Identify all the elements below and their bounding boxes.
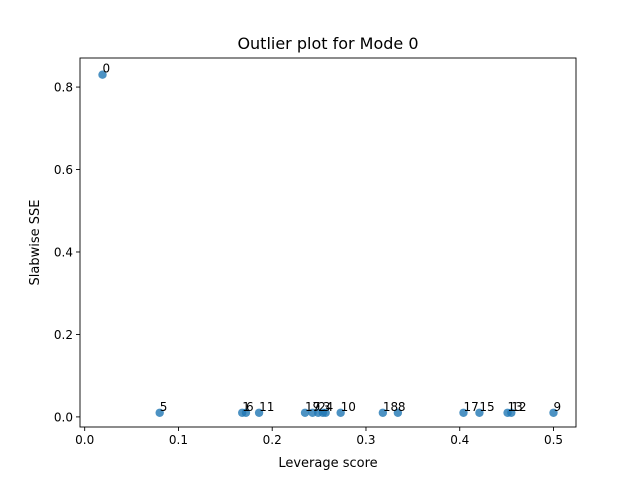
y-axis-ticks: 0.0 0.2 0.4 0.6 0.8 (54, 81, 80, 424)
point-label: 1 (242, 400, 250, 414)
data-point (507, 408, 516, 417)
point-label: 4 (326, 400, 334, 414)
point-label: 15 (479, 400, 494, 414)
point-label: 10 (341, 400, 356, 414)
point-label: 2 (318, 400, 326, 414)
data-point (549, 408, 558, 417)
point-label: 6 (246, 400, 254, 414)
x-axis-ticks: 0.0 0.1 0.2 0.3 0.4 0.5 (75, 427, 563, 447)
data-point (378, 408, 388, 417)
point-label: 12 (511, 400, 526, 414)
axes-frame (79, 57, 577, 428)
x-tick-label: 0.4 (450, 433, 469, 447)
data-point (336, 408, 345, 417)
y-tick-label: 0.8 (54, 81, 73, 95)
point-label: 9 (553, 400, 561, 414)
point-label: 11 (259, 400, 274, 414)
x-tick-label: 0.0 (75, 433, 94, 447)
point-label: 13 (508, 400, 523, 414)
y-tick-label: 0.2 (54, 328, 73, 342)
chart-title: Outlier plot for Mode 0 (237, 34, 418, 53)
data-point (300, 408, 310, 417)
point-label: 5 (160, 400, 168, 414)
data-point (475, 408, 484, 417)
data-point (459, 408, 468, 417)
point-label: 17 (463, 400, 478, 414)
point-label: 7 (313, 400, 321, 414)
data-point (254, 408, 264, 417)
data-point (393, 408, 403, 417)
x-tick-label: 0.3 (356, 433, 375, 447)
data-point (241, 408, 251, 417)
point-label: 19 (305, 400, 320, 414)
point-label: 3 (323, 400, 331, 414)
y-tick-label: 0.6 (54, 163, 73, 177)
y-axis-label: Slabwise SSE (28, 200, 43, 286)
data-point (155, 408, 164, 417)
x-tick-label: 0.1 (169, 433, 188, 447)
point-label: 8 (398, 400, 406, 414)
data-point (321, 408, 330, 417)
point-label: 0 (103, 62, 111, 76)
x-axis-label: Leverage score (278, 456, 377, 471)
x-tick-label: 0.2 (263, 433, 282, 447)
y-tick-label: 0.0 (54, 410, 73, 424)
x-tick-label: 0.5 (544, 433, 563, 447)
y-tick-label: 0.4 (54, 245, 73, 259)
point-label: 18 (383, 400, 398, 414)
data-point (98, 70, 107, 79)
